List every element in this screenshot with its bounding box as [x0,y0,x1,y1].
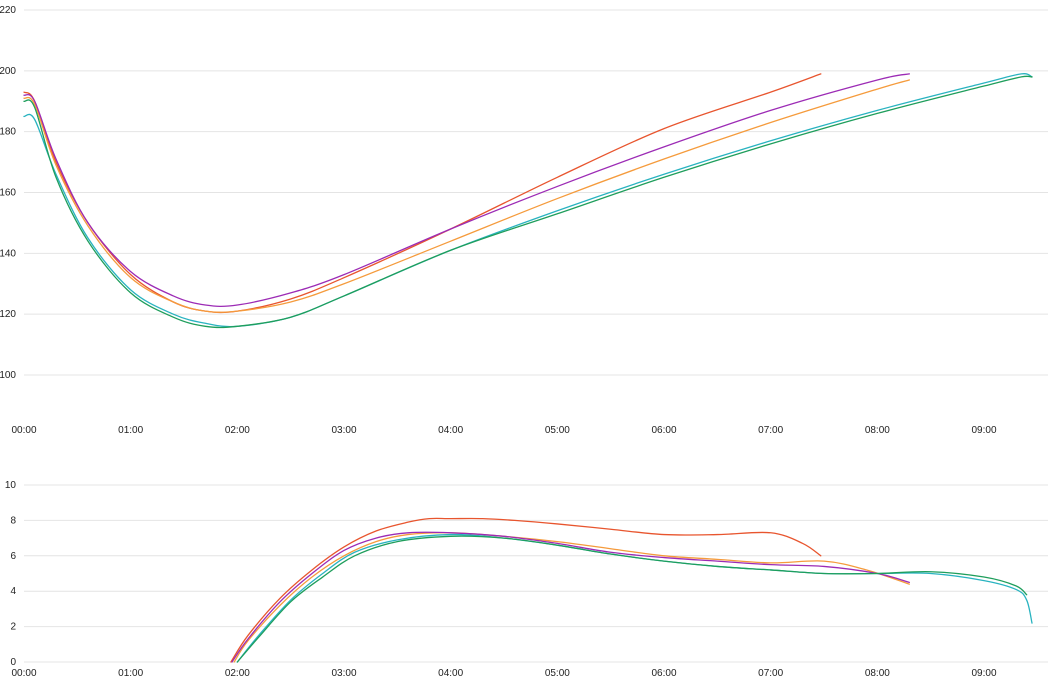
series-line-5 [236,535,1028,663]
x-tick-label: 06:00 [651,668,676,679]
x-tick-label: 00:00 [11,668,36,679]
series-line-5 [23,75,1033,329]
y-tick-label: 4 [10,586,16,597]
x-tick-label: 02:00 [225,425,250,436]
x-tick-label: 08:00 [865,668,890,679]
series-line-3 [231,531,910,663]
x-tick-label: 07:00 [758,668,783,679]
x-tick-label: 02:00 [225,668,250,679]
y-tick-label: 160 [0,188,16,199]
x-tick-label: 04:00 [438,425,463,436]
x-tick-label: 01:00 [118,668,143,679]
x-tick-label: 06:00 [651,425,676,436]
x-tick-label: 09:00 [971,668,996,679]
y-tick-label: 120 [0,309,16,320]
x-tick-label: 05:00 [545,425,570,436]
x-tick-label: 07:00 [758,425,783,436]
series-line-1 [23,73,822,314]
x-tick-label: 08:00 [865,425,890,436]
series-line-1 [230,517,822,663]
x-tick-label: 03:00 [331,668,356,679]
x-tick-label: 05:00 [545,668,570,679]
y-tick-label: 0 [10,657,16,668]
series-line-4 [236,533,1033,663]
x-tick-label: 00:00 [11,425,36,436]
y-tick-label: 2 [10,622,16,633]
chart-2: 0 2 4 6 8 10 00:00 01:00 02:00 03:00 04:00 05:00 06:… [5,480,1048,679]
x-tick-label: 01:00 [118,425,143,436]
y-tick-label: 180 [0,127,16,138]
x-tick-label: 04:00 [438,668,463,679]
series-line-4 [23,73,1033,328]
y-tick-label: 10 [5,480,17,491]
series-line-2 [23,79,910,313]
y-tick-label: 200 [0,66,16,77]
chart-1: 100 120 140 160 180 200 220 00:00 01:00 02:00 03:0… [0,5,1048,436]
y-tick-label: 100 [0,370,16,381]
series-line-3 [23,73,910,308]
y-tick-label: 6 [10,551,16,562]
y-tick-label: 220 [0,5,16,16]
y-tick-label: 140 [0,248,16,259]
x-tick-label: 09:00 [971,425,996,436]
x-tick-label: 03:00 [331,425,356,436]
y-tick-label: 8 [10,515,16,526]
